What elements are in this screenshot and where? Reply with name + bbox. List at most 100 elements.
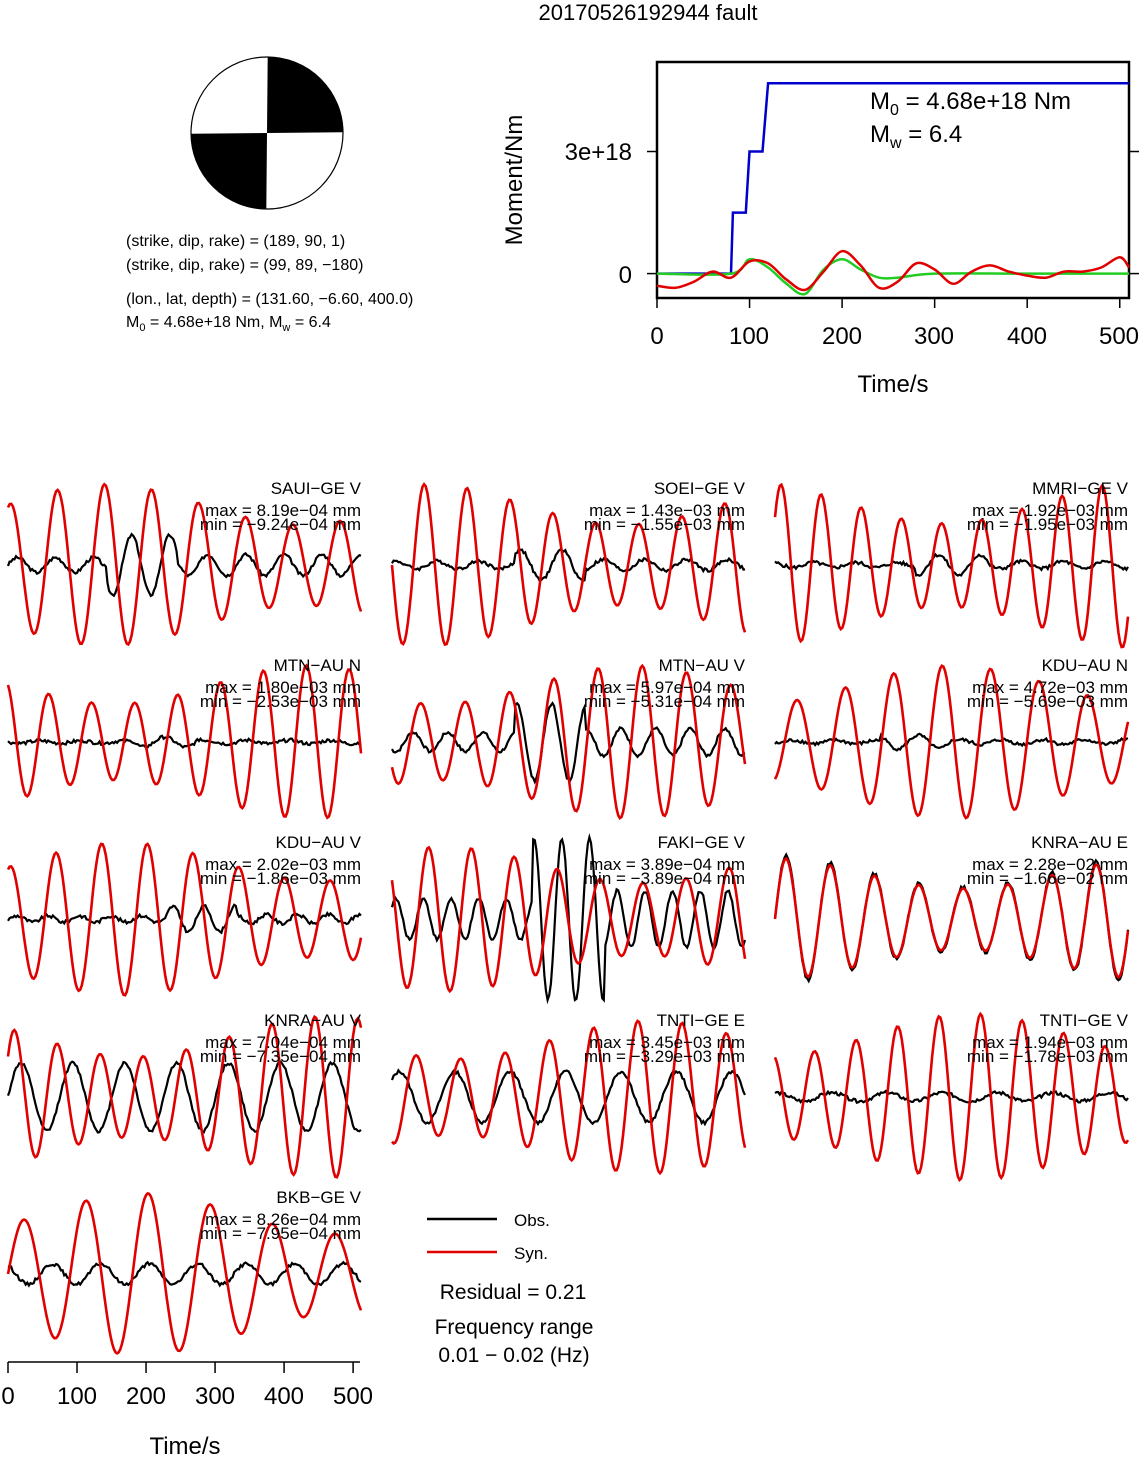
- figure-title: 20170526192944 fault: [539, 0, 758, 25]
- station-name: SOEI−GE V: [654, 479, 746, 498]
- station-min: min = −2.53e−03 mm: [200, 692, 361, 711]
- moment-series-line-1: [656, 257, 1130, 296]
- station-name: TNTI−GE E: [657, 1011, 745, 1030]
- obs-trace: [7, 1260, 362, 1288]
- moment-plot-frame: [655, 60, 1131, 300]
- station-min: min = −5.69e−03 mm: [967, 692, 1128, 711]
- station-min: min = −3.89e−04 mm: [584, 869, 745, 888]
- station-min: min = −1.86e−03 mm: [200, 869, 361, 888]
- bottom-time-axis: 0 100 200 300 400 500 Time/s: [1, 1361, 373, 1458]
- station-max: max = 2.02e−03 mm: [205, 855, 361, 874]
- moment-m0-annotation: M0 = 4.68e+18 Nm: [870, 88, 1071, 119]
- station-min: min = −7.95e−04 mm: [200, 1224, 361, 1243]
- syn-trace: [6, 1014, 363, 1179]
- syn-trace: [6, 482, 363, 647]
- legend: Obs. Syn. Residual = 0.21 Frequency rang…: [427, 1211, 593, 1367]
- bottom-xtick-500: 500: [333, 1383, 373, 1410]
- obs-trace: [6, 1060, 362, 1134]
- moment-mw-annotation: Mw = 6.4: [870, 121, 962, 152]
- moment-axis-ticks: [647, 150, 1139, 308]
- hypocenter-location: (lon., lat, depth) = (131.60, −6.60, 400…: [126, 291, 413, 308]
- station-max: max = 7.04e−04 mm: [205, 1033, 361, 1052]
- beachball: [190, 56, 344, 210]
- syn-trace: [390, 482, 747, 647]
- bottom-xtick-400: 400: [264, 1383, 304, 1410]
- syn-trace: [390, 845, 747, 994]
- syn-trace: [6, 663, 363, 820]
- station-name: KDU−AU N: [1042, 656, 1128, 675]
- station-name: SAUI−GE V: [271, 479, 362, 498]
- station-min: min = −1.95e−03 mm: [967, 515, 1128, 534]
- station-name: TNTI−GE V: [1040, 1011, 1129, 1030]
- bottom-xtick-0: 0: [1, 1383, 14, 1410]
- syn-trace: [391, 1019, 747, 1176]
- station-name: KNRA−AU V: [264, 1011, 361, 1030]
- fault-plane-2: (strike, dip, rake) = (99, 89, −180): [126, 257, 363, 274]
- frequency-range-value: 0.01 − 0.02 (Hz): [438, 1344, 589, 1367]
- frequency-range-title: Frequency range: [435, 1316, 594, 1339]
- obs-trace: [7, 734, 362, 750]
- station-max: max = 5.97e−04 mm: [589, 678, 745, 697]
- moment-ylabel: Moment/Nm: [501, 115, 528, 246]
- station-name: MTN−AU N: [274, 656, 361, 675]
- station-min: min = −3.29e−03 mm: [584, 1047, 745, 1066]
- moment-series-line-0: [657, 81, 1129, 275]
- legend-obs-label: Obs.: [514, 1211, 550, 1230]
- moment-xtick-400: 400: [1007, 323, 1047, 350]
- station-name: KDU−AU V: [276, 833, 362, 852]
- bottom-xtick-200: 200: [126, 1383, 166, 1410]
- syn-trace: [773, 482, 1130, 649]
- station-name: MTN−AU V: [659, 656, 746, 675]
- station-max: max = 3.89e−04 mm: [589, 855, 745, 874]
- obs-trace: [390, 833, 747, 1005]
- station-name: BKB−GE V: [276, 1188, 361, 1207]
- obs-trace: [390, 1068, 746, 1127]
- syn-trace: [390, 663, 747, 820]
- station-name: MMRI−GE V: [1032, 479, 1129, 498]
- moment-xtick-100: 100: [729, 323, 769, 350]
- moment-ytick-0: 0: [619, 262, 632, 289]
- moment-xlabel: Time/s: [857, 371, 928, 398]
- station-max: max = 3.45e−03 mm: [589, 1033, 745, 1052]
- bottom-xtick-100: 100: [57, 1383, 97, 1410]
- moment-xtick-300: 300: [914, 323, 954, 350]
- moment-series-group: [656, 81, 1131, 296]
- obs-trace: [774, 1089, 1129, 1105]
- fault-plane-1: (strike, dip, rake) = (189, 90, 1): [126, 233, 345, 250]
- moment-xtick-200: 200: [822, 323, 862, 350]
- moment-series-line-2: [656, 249, 1131, 292]
- legend-syn-label: Syn.: [514, 1244, 548, 1263]
- syn-trace: [6, 842, 363, 997]
- moment-xtick-0: 0: [650, 323, 663, 350]
- syn-trace: [773, 664, 1130, 820]
- station-min: min = −1.66e−02 mm: [967, 869, 1128, 888]
- magnitude-summary: M0 = 4.68e+18 Nm, Mw = 6.4: [126, 314, 331, 334]
- station-max: max = 1.92e−03 mm: [972, 501, 1128, 520]
- syn-trace: [6, 1192, 363, 1355]
- station-max: max = 8.26e−04 mm: [205, 1210, 361, 1229]
- station-max: max = 2.28e−02 mm: [972, 855, 1128, 874]
- station-max: max = 4.72e−03 mm: [972, 678, 1128, 697]
- station-min: min = −1.55e−03 mm: [584, 515, 745, 534]
- moment-xtick-500: 500: [1099, 323, 1139, 350]
- station-min: min = −1.78e−03 mm: [967, 1047, 1128, 1066]
- moment-rate-panel: 3e+18 0 Moment/Nm 0 100 200 300 400 500 …: [501, 60, 1139, 398]
- station-min: min = −5.31e−04 mm: [584, 692, 745, 711]
- bottom-xlabel: Time/s: [149, 1433, 220, 1458]
- obs-trace: [6, 532, 362, 598]
- station-max: max = 1.80e−03 mm: [205, 678, 361, 697]
